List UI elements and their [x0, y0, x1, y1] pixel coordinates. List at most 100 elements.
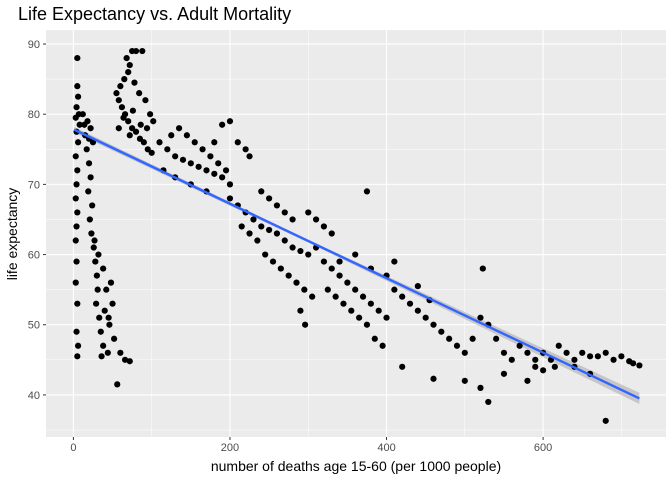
data-point: [215, 160, 222, 167]
data-point: [269, 258, 277, 265]
data-point: [516, 342, 523, 349]
data-point: [524, 349, 531, 356]
data-point: [104, 349, 111, 356]
data-point: [328, 265, 335, 272]
data-point: [191, 139, 198, 146]
data-point: [203, 167, 210, 174]
data-point: [131, 79, 138, 86]
data-point: [73, 328, 80, 335]
data-point: [86, 216, 93, 223]
data-point: [211, 139, 218, 146]
data-point: [125, 69, 132, 76]
data-point: [85, 188, 92, 195]
data-point: [348, 307, 355, 314]
data-point: [340, 300, 347, 307]
y-tick-label: 60: [28, 250, 40, 262]
data-point: [285, 272, 292, 279]
plot-panel: [46, 30, 666, 437]
data-point: [618, 353, 625, 360]
data-point: [92, 258, 99, 265]
data-point: [85, 160, 93, 167]
data-point: [179, 156, 187, 163]
y-tick-label: 40: [28, 390, 40, 402]
data-point: [117, 83, 124, 90]
data-point: [352, 251, 359, 258]
x-tick-label: 600: [534, 442, 552, 454]
data-point: [461, 377, 468, 384]
data-point: [132, 47, 140, 55]
data-point: [571, 356, 578, 363]
data-point: [277, 265, 284, 272]
x-axis-title: number of deaths age 15-60 (per 1000 peo…: [211, 458, 501, 474]
data-point: [73, 181, 80, 188]
data-point: [532, 363, 539, 370]
data-point: [493, 335, 500, 342]
y-tick-label: 70: [28, 179, 40, 191]
data-point: [309, 293, 316, 300]
data-point: [121, 76, 128, 83]
x-tick-label: 400: [377, 442, 395, 454]
data-point: [399, 363, 406, 370]
y-axis-title: life expectancy: [4, 188, 20, 281]
data-point: [89, 202, 96, 209]
data-point: [125, 118, 132, 125]
data-point: [356, 314, 363, 321]
data-point: [105, 314, 112, 321]
data-point: [72, 195, 79, 202]
trend-line: [73, 128, 640, 400]
data-point: [72, 114, 79, 121]
data-point: [83, 146, 90, 153]
data-point: [297, 307, 304, 314]
data-point: [226, 118, 234, 125]
data-point: [126, 358, 133, 365]
data-point: [156, 139, 163, 146]
data-point: [74, 342, 82, 349]
data-point: [320, 258, 328, 265]
data-point: [246, 230, 253, 237]
data-point: [636, 362, 643, 369]
x-tick-label: 200: [221, 442, 239, 454]
data-point: [73, 258, 80, 265]
data-point: [140, 139, 147, 146]
data-point: [101, 307, 108, 314]
data-point: [207, 153, 214, 160]
data-point: [281, 237, 288, 244]
data-point: [406, 300, 414, 307]
data-point: [328, 230, 335, 237]
data-point: [630, 360, 637, 367]
y-tick-label: 50: [28, 320, 40, 332]
data-point: [336, 258, 343, 265]
data-point: [266, 195, 273, 202]
data-point: [132, 128, 140, 135]
data-point: [563, 349, 570, 356]
data-point: [147, 111, 154, 118]
data-point: [383, 314, 390, 321]
data-point: [352, 286, 359, 293]
data-point: [84, 118, 91, 125]
data-point: [344, 279, 351, 286]
data-point: [100, 265, 107, 272]
data-point: [226, 181, 234, 188]
data-point: [121, 356, 129, 363]
data-point: [72, 237, 79, 244]
data-point: [93, 300, 100, 307]
data-point: [479, 265, 486, 272]
x-tick-label: 0: [70, 442, 76, 454]
data-point: [74, 353, 81, 360]
data-point: [485, 398, 492, 406]
data-point: [363, 188, 371, 195]
data-point: [289, 244, 296, 251]
data-point: [88, 230, 95, 237]
data-point: [477, 384, 484, 391]
data-point: [74, 139, 82, 146]
data-point: [107, 279, 115, 286]
data-point: [379, 342, 386, 349]
data-point: [226, 195, 234, 202]
data-point: [332, 293, 339, 300]
data-point: [262, 251, 269, 258]
data-point: [371, 335, 378, 342]
data-point: [461, 349, 468, 356]
data-point: [129, 107, 136, 114]
data-point: [438, 328, 445, 335]
data-point: [91, 237, 98, 244]
